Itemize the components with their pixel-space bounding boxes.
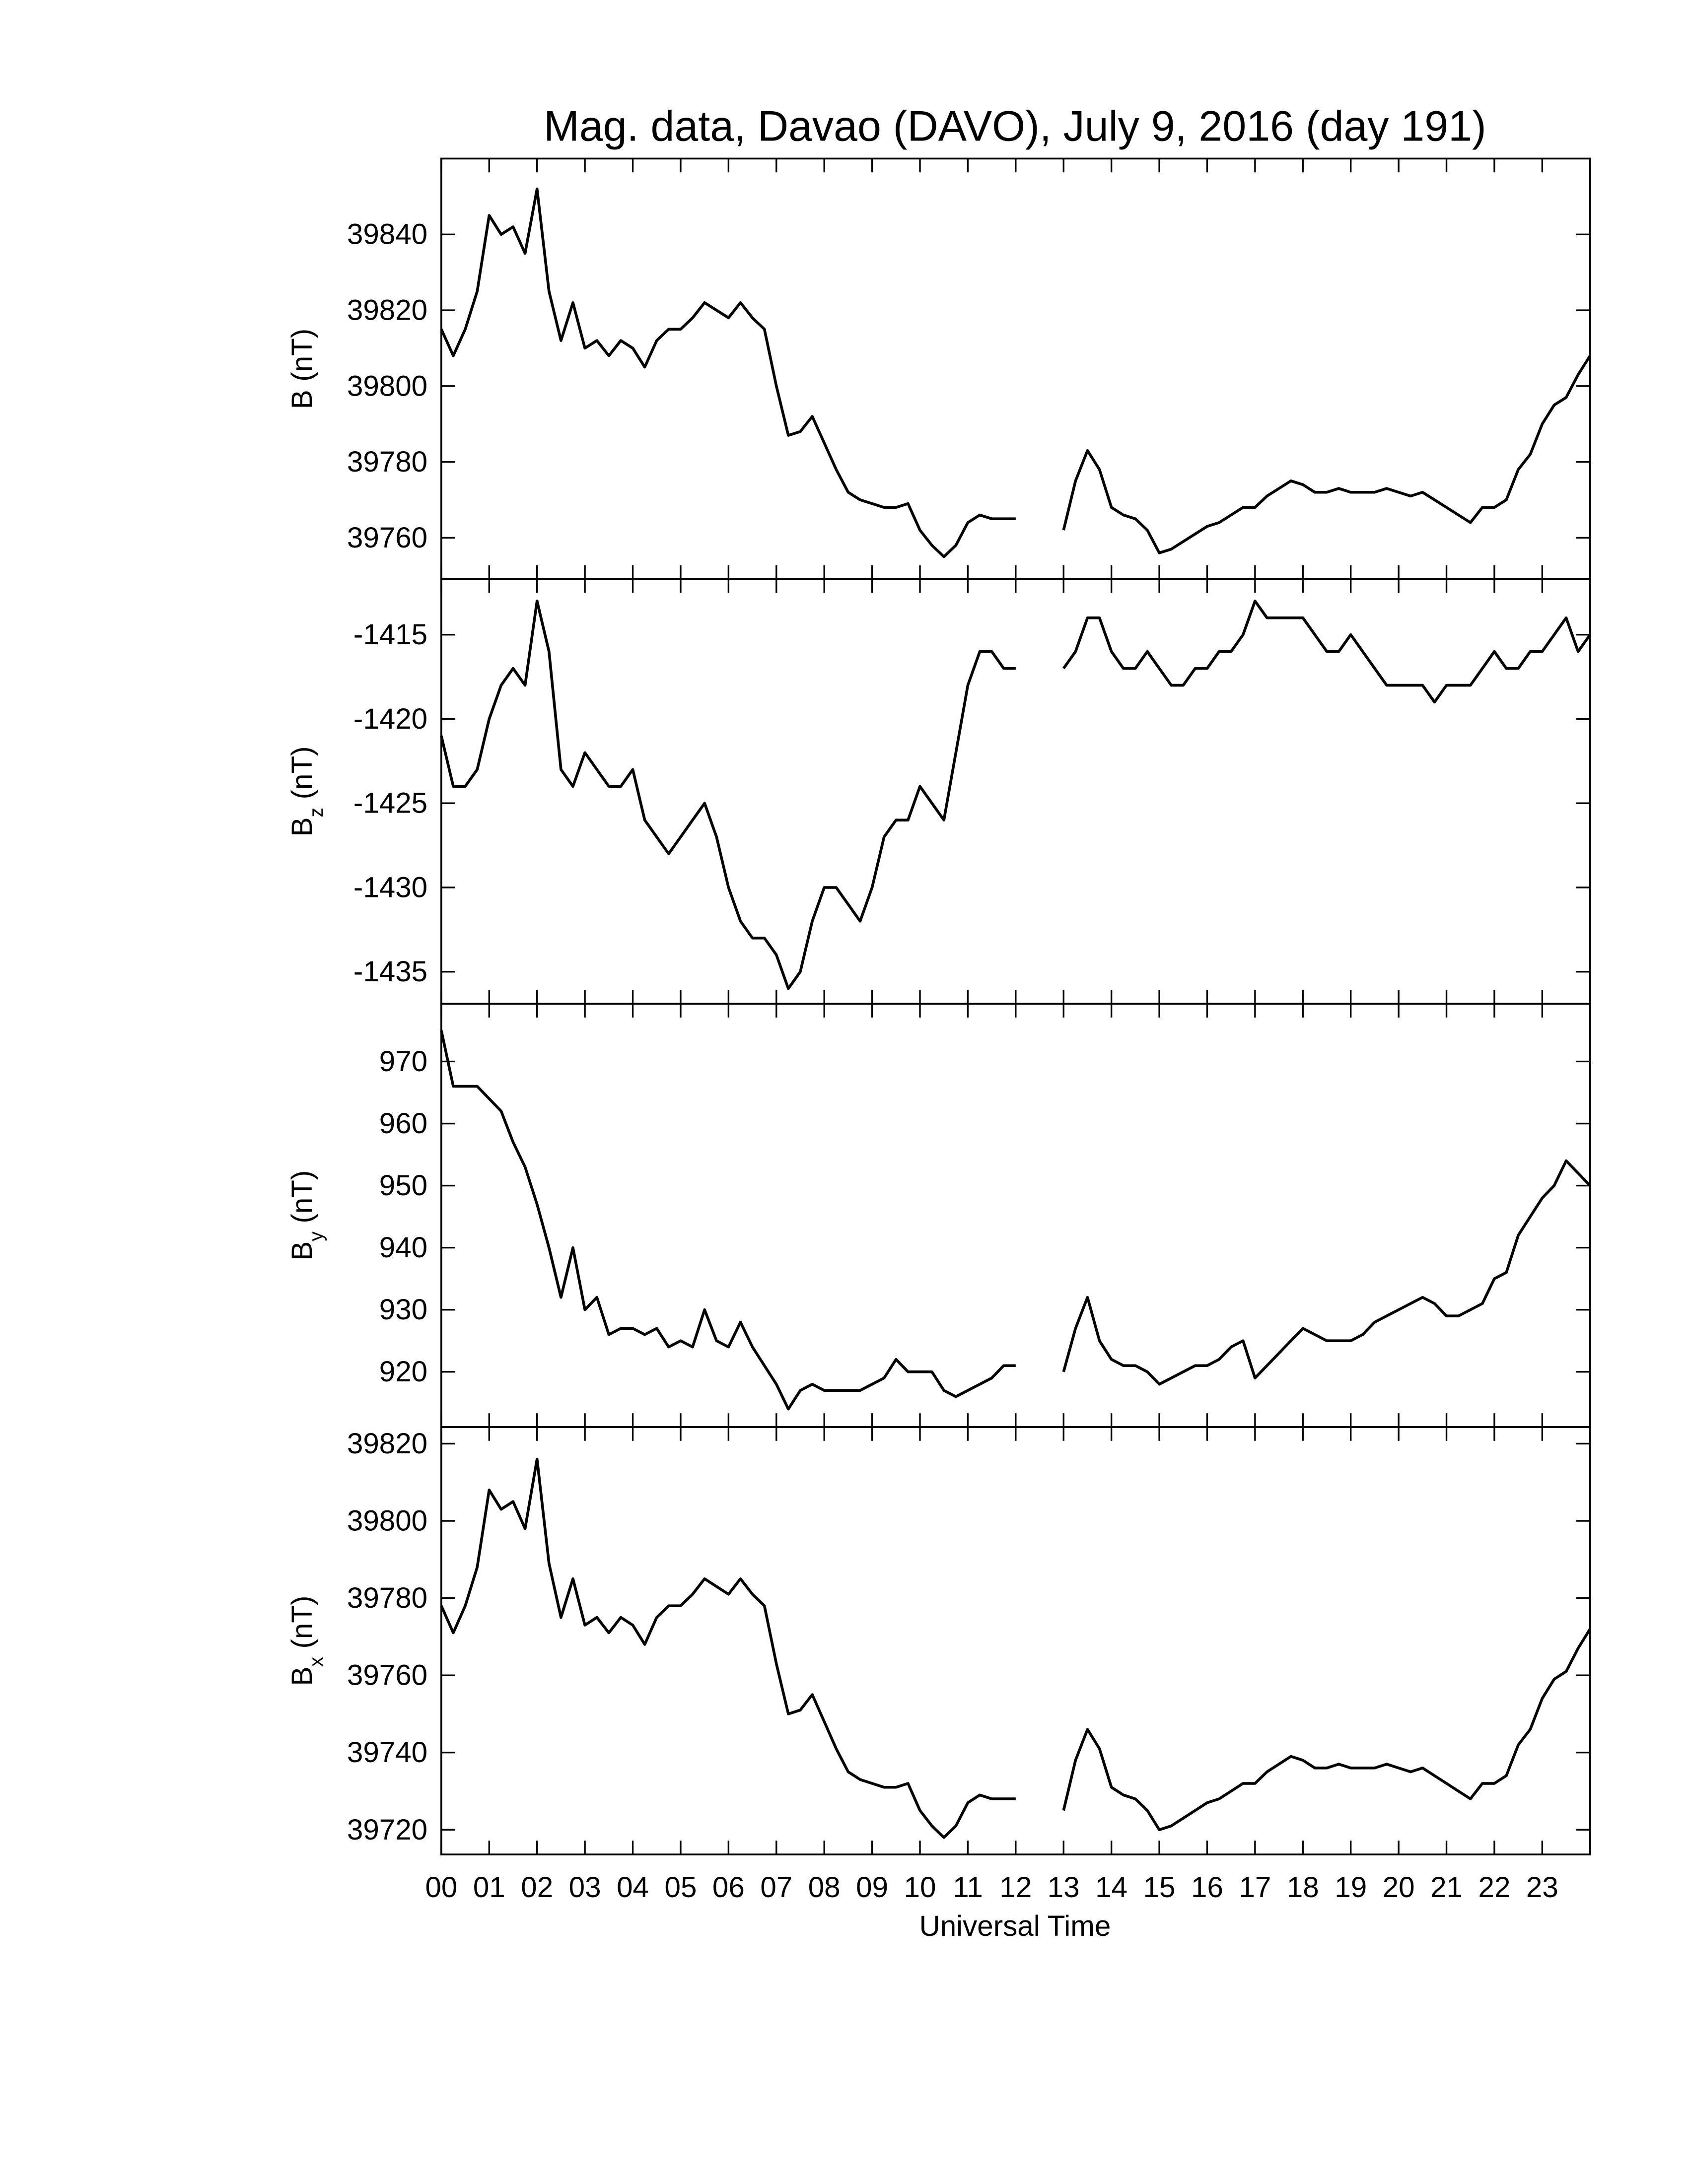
y-tick-label: 39840 — [347, 218, 427, 251]
data-line — [440, 1457, 1592, 1839]
y-tick-label: 39760 — [347, 1659, 427, 1692]
x-tick-label: 00 — [425, 1871, 457, 1904]
y-tick-label: 920 — [379, 1356, 427, 1388]
x-tick-label: 05 — [665, 1871, 697, 1904]
y-tick-label: -1420 — [353, 703, 427, 735]
y-label-symbol: B — [286, 390, 318, 409]
y-tick-label: -1435 — [353, 956, 427, 988]
x-tick-label: 09 — [856, 1871, 888, 1904]
y-axis-label: By (nT) — [286, 1170, 327, 1261]
x-tick-label: 06 — [712, 1871, 745, 1904]
x-tick-label: 20 — [1383, 1871, 1415, 1904]
y-tick-label: 950 — [379, 1169, 427, 1202]
x-tick-label: 11 — [953, 1871, 983, 1904]
x-tick-label: 13 — [1048, 1871, 1080, 1904]
y-tick-label: 39800 — [347, 1504, 427, 1537]
x-tick-label: 08 — [808, 1871, 841, 1904]
x-tick-label: 07 — [760, 1871, 792, 1904]
y-label-unit: (nT) — [286, 1596, 318, 1649]
y-tick-label: 39720 — [347, 1814, 427, 1846]
y-label-subscript: x — [306, 1657, 327, 1667]
y-label-unit: (nT) — [286, 1170, 318, 1224]
x-tick-label: 22 — [1478, 1871, 1511, 1904]
y-tick-label: 970 — [379, 1045, 427, 1078]
y-tick-label: 39820 — [347, 1428, 427, 1460]
y-tick-label: 39780 — [347, 446, 427, 478]
x-tick-label: 10 — [904, 1871, 936, 1904]
y-label-subscript: y — [306, 1231, 327, 1241]
y-axis-label: Bx (nT) — [286, 1596, 327, 1686]
x-tick-label: 17 — [1239, 1871, 1271, 1904]
x-tick-label: 04 — [617, 1871, 649, 1904]
y-label-subscript: z — [306, 808, 327, 817]
y-label-symbol: B — [286, 1241, 318, 1261]
y-label-symbol: B — [286, 818, 318, 837]
data-line — [440, 600, 1592, 990]
y-label-unit: (nT) — [286, 329, 318, 382]
y-axis-label: Bz (nT) — [286, 746, 327, 836]
x-axis-label: Universal Time — [919, 1910, 1111, 1942]
y-tick-label: -1415 — [353, 618, 427, 651]
x-tick-label: 03 — [569, 1871, 601, 1904]
x-tick-label: 21 — [1430, 1871, 1463, 1904]
x-tick-label: 14 — [1095, 1871, 1127, 1904]
y-axis-label: B (nT) — [286, 329, 318, 409]
x-tick-label: 16 — [1191, 1871, 1223, 1904]
x-tick-label: 23 — [1526, 1871, 1558, 1904]
data-line — [440, 1030, 1591, 1411]
y-label-unit: (nT) — [286, 746, 318, 799]
x-tick-label: 19 — [1335, 1871, 1367, 1904]
y-tick-label: -1425 — [353, 787, 427, 819]
x-tick-label: 12 — [999, 1871, 1032, 1904]
y-tick-label: 39820 — [347, 294, 427, 326]
data-line — [440, 187, 1592, 558]
y-tick-label: 39780 — [347, 1582, 427, 1614]
x-tick-label: 18 — [1287, 1871, 1319, 1904]
y-tick-label: 940 — [379, 1231, 427, 1264]
y-tick-label: 39800 — [347, 370, 427, 402]
y-tick-label: 39740 — [347, 1736, 427, 1769]
y-label-symbol: B — [286, 1667, 318, 1686]
x-tick-label: 02 — [521, 1871, 553, 1904]
y-tick-label: 930 — [379, 1294, 427, 1326]
y-tick-label: 39760 — [347, 522, 427, 554]
x-tick-label: 15 — [1143, 1871, 1176, 1904]
y-tick-label: -1430 — [353, 871, 427, 903]
y-tick-label: 960 — [379, 1107, 427, 1140]
x-tick-label: 01 — [473, 1871, 505, 1904]
chart-title: Mag. data, Davao (DAVO), July 9, 2016 (d… — [544, 102, 1486, 150]
